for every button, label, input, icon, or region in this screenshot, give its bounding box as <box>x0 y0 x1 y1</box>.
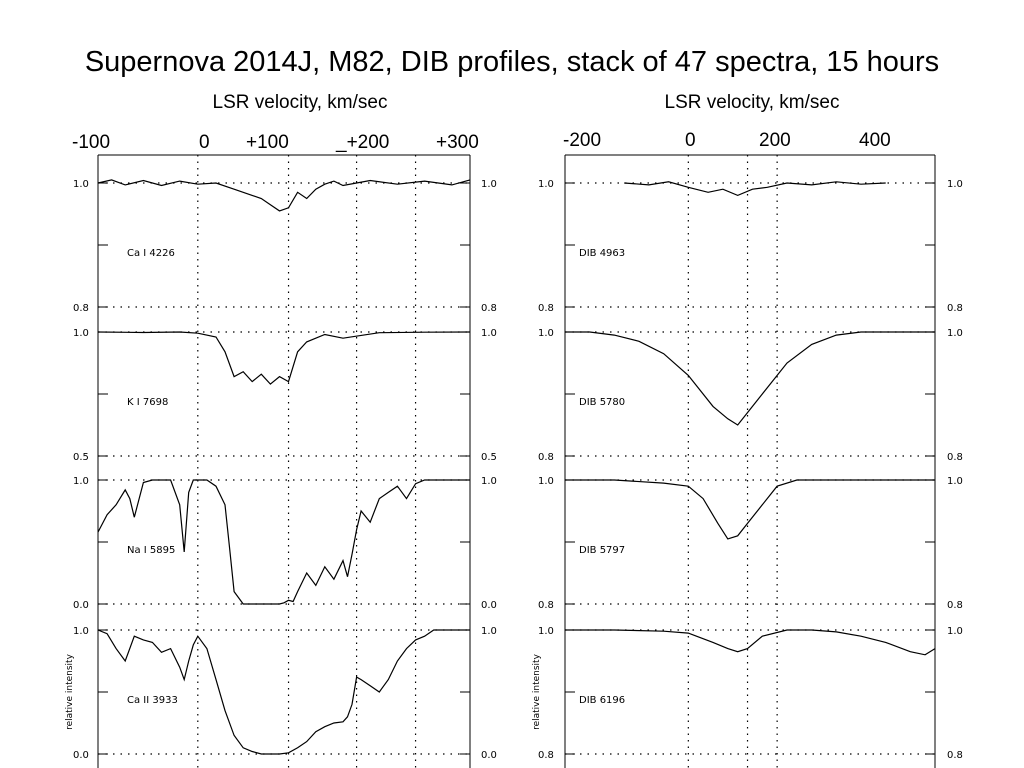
y-tick-label-left: 1.0 <box>538 626 554 637</box>
y-tick-label-right: 1.0 <box>481 328 497 339</box>
spectrum-profile-line <box>565 331 935 426</box>
right-top-tick-label: 400 <box>859 130 891 151</box>
y-tick-label-right: 1.0 <box>947 476 963 487</box>
y-tick-label-right: 1.0 <box>947 179 963 190</box>
left-top-tick-label: _+200 <box>336 132 390 153</box>
spectrum-profile-line <box>97 479 470 605</box>
panel-label: Ca II 3933 <box>127 695 178 706</box>
y-tick-label-left: 0.0 <box>73 600 89 611</box>
y-tick-label-left: 0.8 <box>73 303 89 314</box>
y-tick-label-right: 0.5 <box>481 452 497 463</box>
slide-title: Supernova 2014J, M82, DIB profiles, stac… <box>84 46 940 78</box>
y-tick-label-left: 0.5 <box>73 452 89 463</box>
panel-label: DIB 6196 <box>579 695 625 706</box>
y-tick-label-right: 1.0 <box>481 476 497 487</box>
y-tick-label-left: 1.0 <box>538 328 554 339</box>
y-tick-label-right: 0.8 <box>947 452 963 463</box>
y-tick-label-right: 0.8 <box>481 303 497 314</box>
y-tick-label-right: 0.0 <box>481 750 497 761</box>
y-tick-label-right: 0.8 <box>947 303 963 314</box>
panel-label: K I 7698 <box>127 397 168 408</box>
y-tick-label-right: 1.0 <box>481 626 497 637</box>
y-axis-label: relative intensity <box>65 653 75 730</box>
left-velocity-axis-title: LSR velocity, km/sec <box>212 92 388 113</box>
y-tick-label-left: 1.0 <box>73 328 89 339</box>
panel-label: Ca I 4226 <box>127 248 175 259</box>
y-tick-label-left: 1.0 <box>538 179 554 190</box>
right-velocity-axis-title: LSR velocity, km/sec <box>664 92 840 113</box>
y-tick-label-right: 0.0 <box>481 600 497 611</box>
left-top-tick-label: -100 <box>72 132 111 153</box>
y-tick-label-left: 1.0 <box>73 179 89 190</box>
y-axis-label: relative intensity <box>532 653 542 730</box>
left-top-tick-label: 0 <box>199 132 210 153</box>
y-tick-label-left: 0.8 <box>538 452 554 463</box>
left-top-tick-label: +300 <box>436 132 479 153</box>
y-tick-label-right: 0.8 <box>947 750 963 761</box>
y-tick-label-left: 1.0 <box>73 476 89 487</box>
y-tick-label-right: 1.0 <box>947 626 963 637</box>
y-tick-label-right: 1.0 <box>947 328 963 339</box>
right-top-tick-label: 200 <box>759 130 791 151</box>
y-tick-label-right: 1.0 <box>481 179 497 190</box>
panel-label: DIB 5797 <box>579 545 625 556</box>
y-tick-label-left: 0.8 <box>538 303 554 314</box>
panel-label: DIB 4963 <box>579 248 625 259</box>
spectrum-profile-line <box>97 331 471 385</box>
y-tick-label-left: 1.0 <box>538 476 554 487</box>
y-tick-label-left: 1.0 <box>73 626 89 637</box>
spectrum-profile-line <box>97 629 470 755</box>
panel-label: Na I 5895 <box>127 545 175 556</box>
y-tick-label-left: 0.0 <box>73 750 89 761</box>
panel-label: DIB 5780 <box>579 397 625 408</box>
right-top-tick-label: 0 <box>685 130 696 151</box>
spectrum-profile-line <box>97 179 471 212</box>
spectrum-profile-line <box>565 629 936 656</box>
y-tick-label-left: 0.8 <box>538 750 554 761</box>
spectrum-profile-line <box>624 181 886 197</box>
y-tick-label-right: 0.8 <box>947 600 963 611</box>
left-top-tick-label: +100 <box>246 132 289 153</box>
y-tick-label-left: 0.8 <box>538 600 554 611</box>
right-top-tick-label: -200 <box>563 130 602 151</box>
spectrum-profile-line <box>565 479 935 540</box>
